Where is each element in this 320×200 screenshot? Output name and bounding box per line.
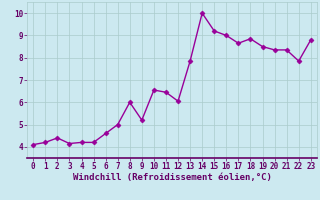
X-axis label: Windchill (Refroidissement éolien,°C): Windchill (Refroidissement éolien,°C) <box>73 173 271 182</box>
